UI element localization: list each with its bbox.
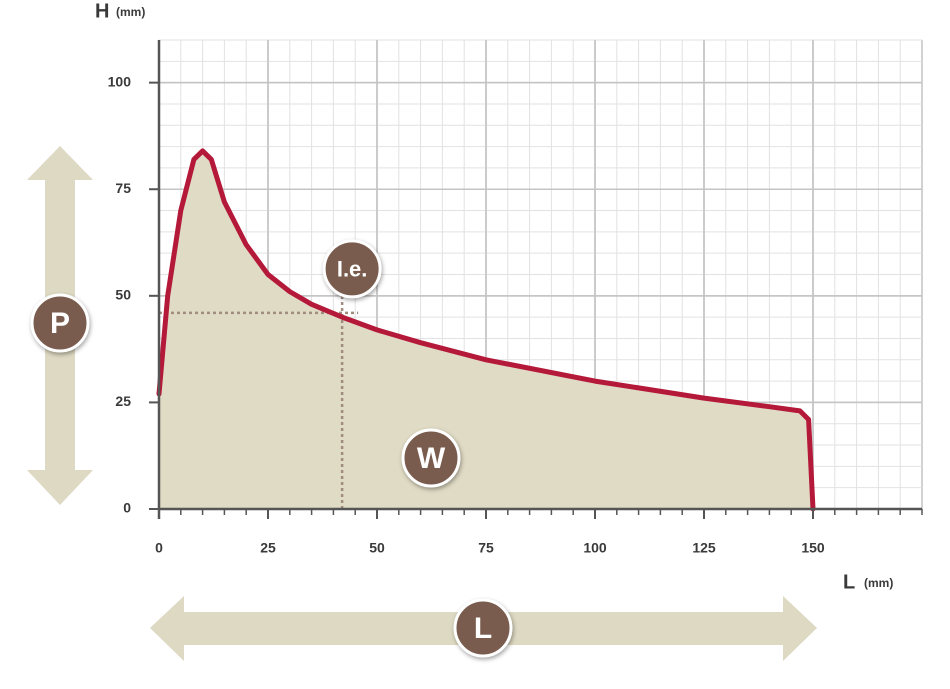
x-tick-label: 150 [801, 540, 825, 556]
p-label: P [50, 307, 70, 340]
y-tick-label: 100 [108, 73, 132, 89]
x-tick-label: 100 [583, 540, 607, 556]
y-tick-label: 0 [123, 500, 131, 516]
x-axis-unit: (mm) [864, 576, 893, 590]
x-tick-label: 25 [260, 540, 276, 556]
curve [156, 148, 816, 512]
ie-label: I.e. [337, 257, 368, 282]
ie-label-circle [322, 239, 382, 299]
y-axis-unit: (mm) [116, 5, 145, 19]
w-label-circle [401, 428, 461, 488]
y-tick-label: 25 [115, 393, 131, 409]
l-label: L [474, 612, 492, 645]
y-axis-title: H [95, 0, 109, 22]
x-tick-label: 75 [478, 540, 494, 556]
w-label: W [417, 442, 446, 475]
p-label-circle [30, 293, 90, 353]
y-tick-label: 75 [115, 180, 131, 196]
l-label-circle [453, 598, 513, 658]
x-tick-label: 125 [692, 540, 716, 556]
area-fill [159, 150, 813, 509]
y-tick-label: 50 [115, 287, 131, 303]
plot-area [156, 39, 923, 512]
x-axis-title: L [843, 571, 855, 593]
x-tick-label: 50 [369, 540, 385, 556]
x-tick-label: 0 [155, 540, 163, 556]
